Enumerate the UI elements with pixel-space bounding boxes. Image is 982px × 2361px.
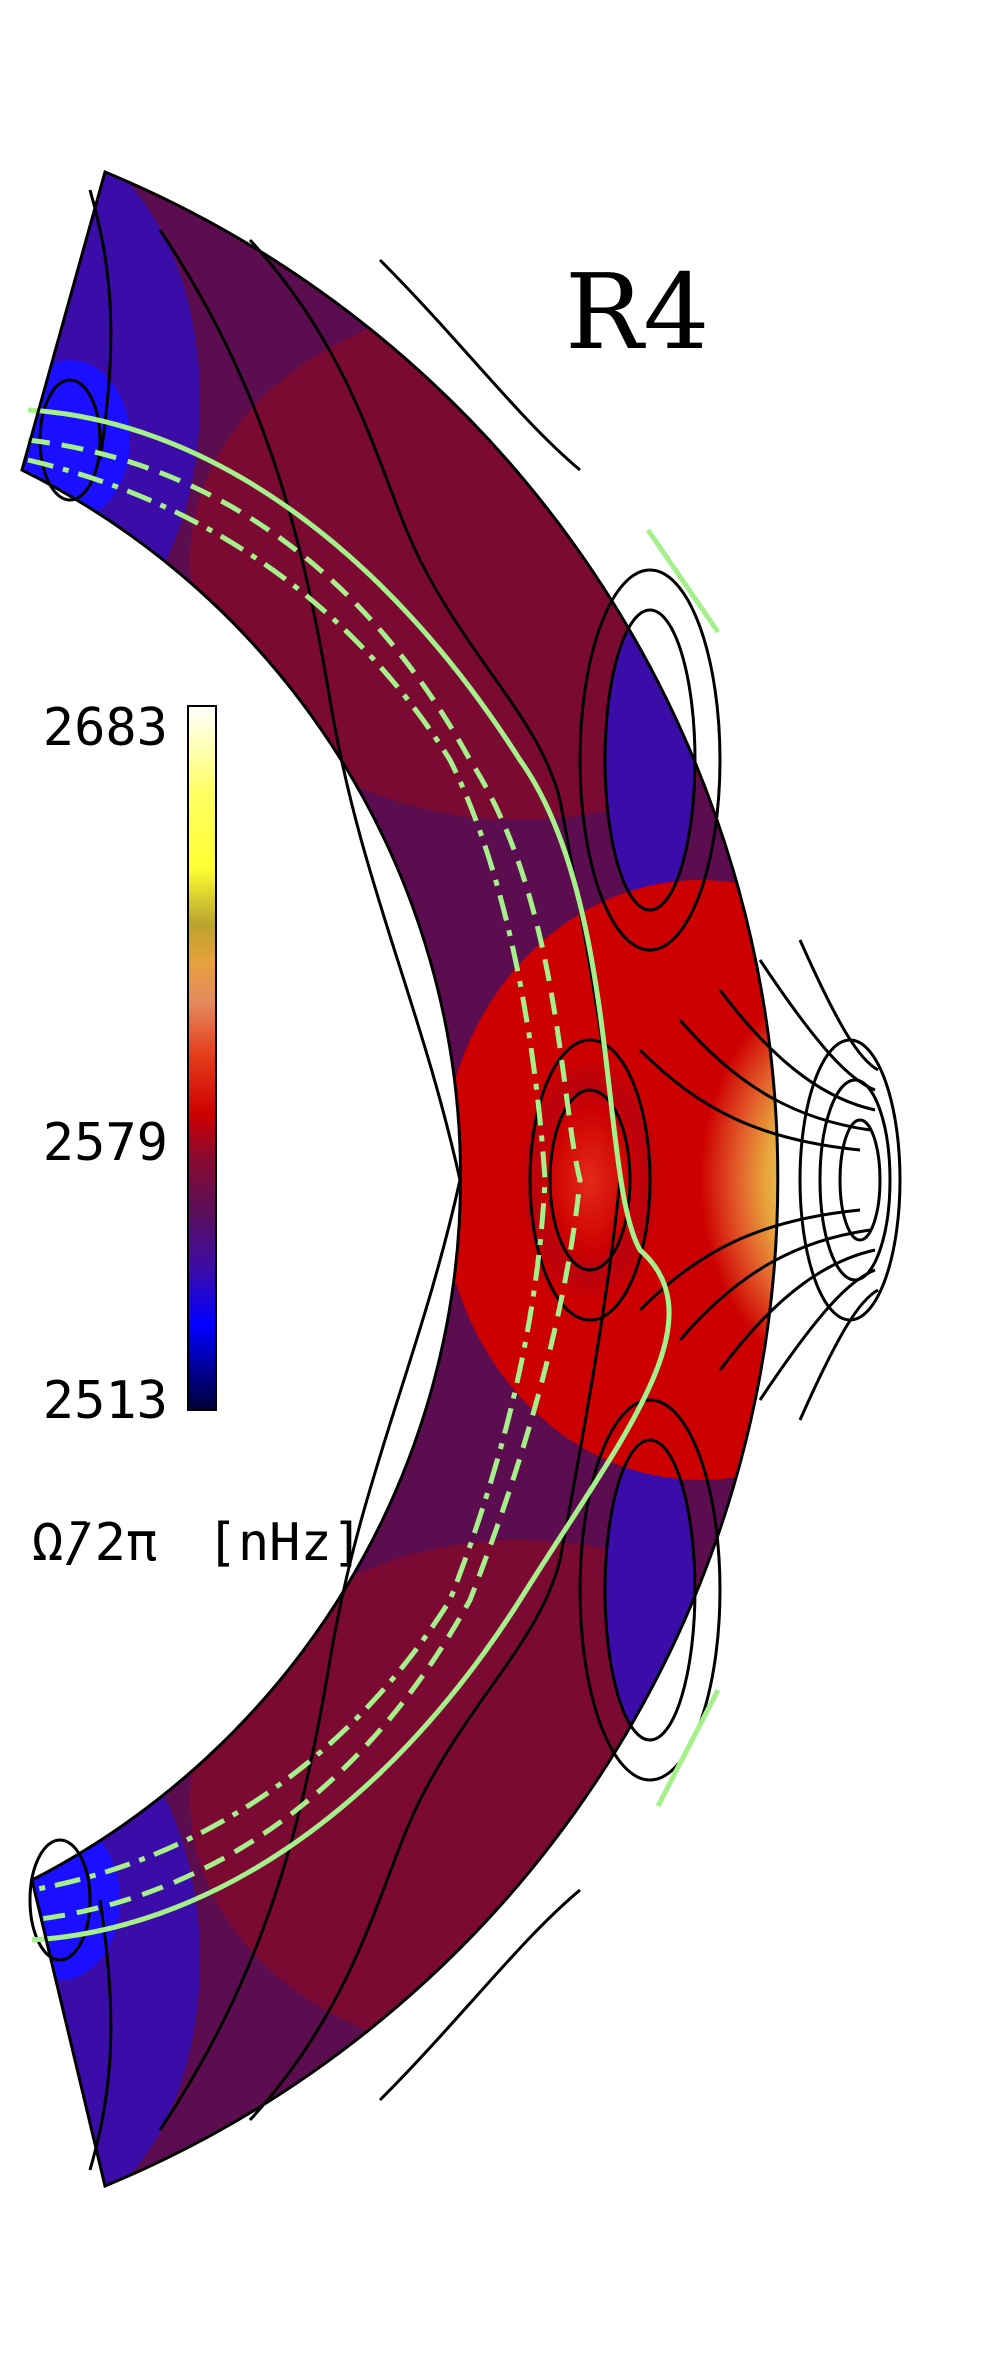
equatorial-hot-zone — [660, 920, 778, 1440]
colorbar-quantity: Ω̄/2π — [32, 1513, 157, 1573]
south-surface-marker — [655, 1688, 721, 1808]
overlay-lines — [27, 407, 721, 1943]
colorbar-max-label: 2683 — [43, 698, 168, 758]
north-dark-red-band — [190, 300, 778, 820]
colorbar-bar — [187, 705, 217, 1411]
colorbar-min-label: 2513 — [43, 1371, 168, 1431]
colorbar-units: [nHz] — [207, 1513, 364, 1573]
rotation-shell — [20, 169, 902, 2189]
north-surface-marker — [645, 528, 721, 634]
colorbar: 2683 2579 2513 Ω̄/2π [nHz] — [32, 698, 363, 1573]
south-polar-core — [22, 1820, 120, 1980]
south-dark-red-band — [190, 1540, 778, 2060]
colorbar-mid-label: 2579 — [43, 1113, 168, 1173]
figure-title: R4 — [565, 251, 709, 373]
inner-red-lobe — [520, 1060, 660, 1300]
colorbar-quantity-label: Ω̄/2π [nHz] — [32, 1513, 363, 1573]
shell-outline — [20, 169, 780, 2189]
